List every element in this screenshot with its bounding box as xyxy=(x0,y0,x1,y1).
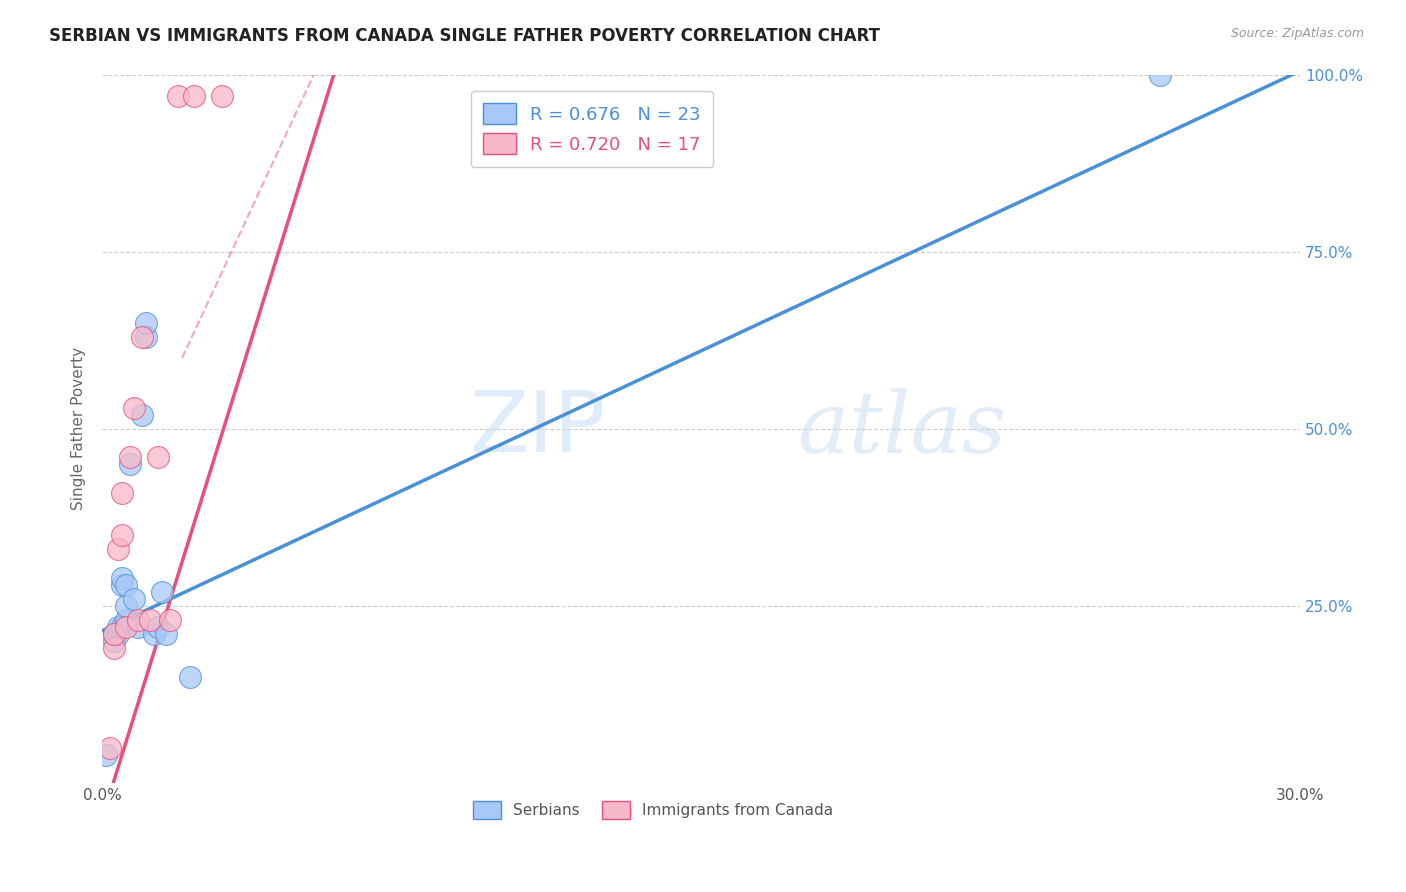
Point xyxy=(135,329,157,343)
Point xyxy=(131,329,153,343)
Point xyxy=(103,627,125,641)
Point xyxy=(179,670,201,684)
Point xyxy=(167,88,190,103)
Point xyxy=(103,627,125,641)
Point xyxy=(127,613,149,627)
Point xyxy=(159,613,181,627)
Text: ZIP: ZIP xyxy=(468,387,606,470)
Point xyxy=(122,401,145,415)
Point xyxy=(127,620,149,634)
Point xyxy=(107,542,129,557)
Text: SERBIAN VS IMMIGRANTS FROM CANADA SINGLE FATHER POVERTY CORRELATION CHART: SERBIAN VS IMMIGRANTS FROM CANADA SINGLE… xyxy=(49,27,880,45)
Point xyxy=(183,88,205,103)
Point xyxy=(115,620,138,634)
Point xyxy=(120,450,142,464)
Point xyxy=(135,316,157,330)
Point xyxy=(115,577,138,591)
Point xyxy=(107,620,129,634)
Point xyxy=(211,88,233,103)
Point xyxy=(155,627,177,641)
Point xyxy=(103,634,125,648)
Point xyxy=(103,641,125,656)
Point xyxy=(115,599,138,613)
Point xyxy=(111,528,134,542)
Point xyxy=(131,408,153,422)
Point xyxy=(120,457,142,471)
Point xyxy=(139,613,162,627)
Text: Source: ZipAtlas.com: Source: ZipAtlas.com xyxy=(1230,27,1364,40)
Point xyxy=(122,591,145,606)
Point xyxy=(146,450,169,464)
Point xyxy=(146,620,169,634)
Point xyxy=(107,627,129,641)
Point xyxy=(96,747,118,762)
Point xyxy=(111,570,134,584)
Point xyxy=(150,584,173,599)
Point xyxy=(143,627,166,641)
Y-axis label: Single Father Poverty: Single Father Poverty xyxy=(72,347,86,510)
Point xyxy=(111,577,134,591)
Point xyxy=(98,740,121,755)
Text: atlas: atlas xyxy=(797,387,1007,470)
Point xyxy=(111,620,134,634)
Point xyxy=(1149,68,1171,82)
Legend: Serbians, Immigrants from Canada: Serbians, Immigrants from Canada xyxy=(467,795,839,825)
Point xyxy=(111,485,134,500)
Point xyxy=(115,613,138,627)
